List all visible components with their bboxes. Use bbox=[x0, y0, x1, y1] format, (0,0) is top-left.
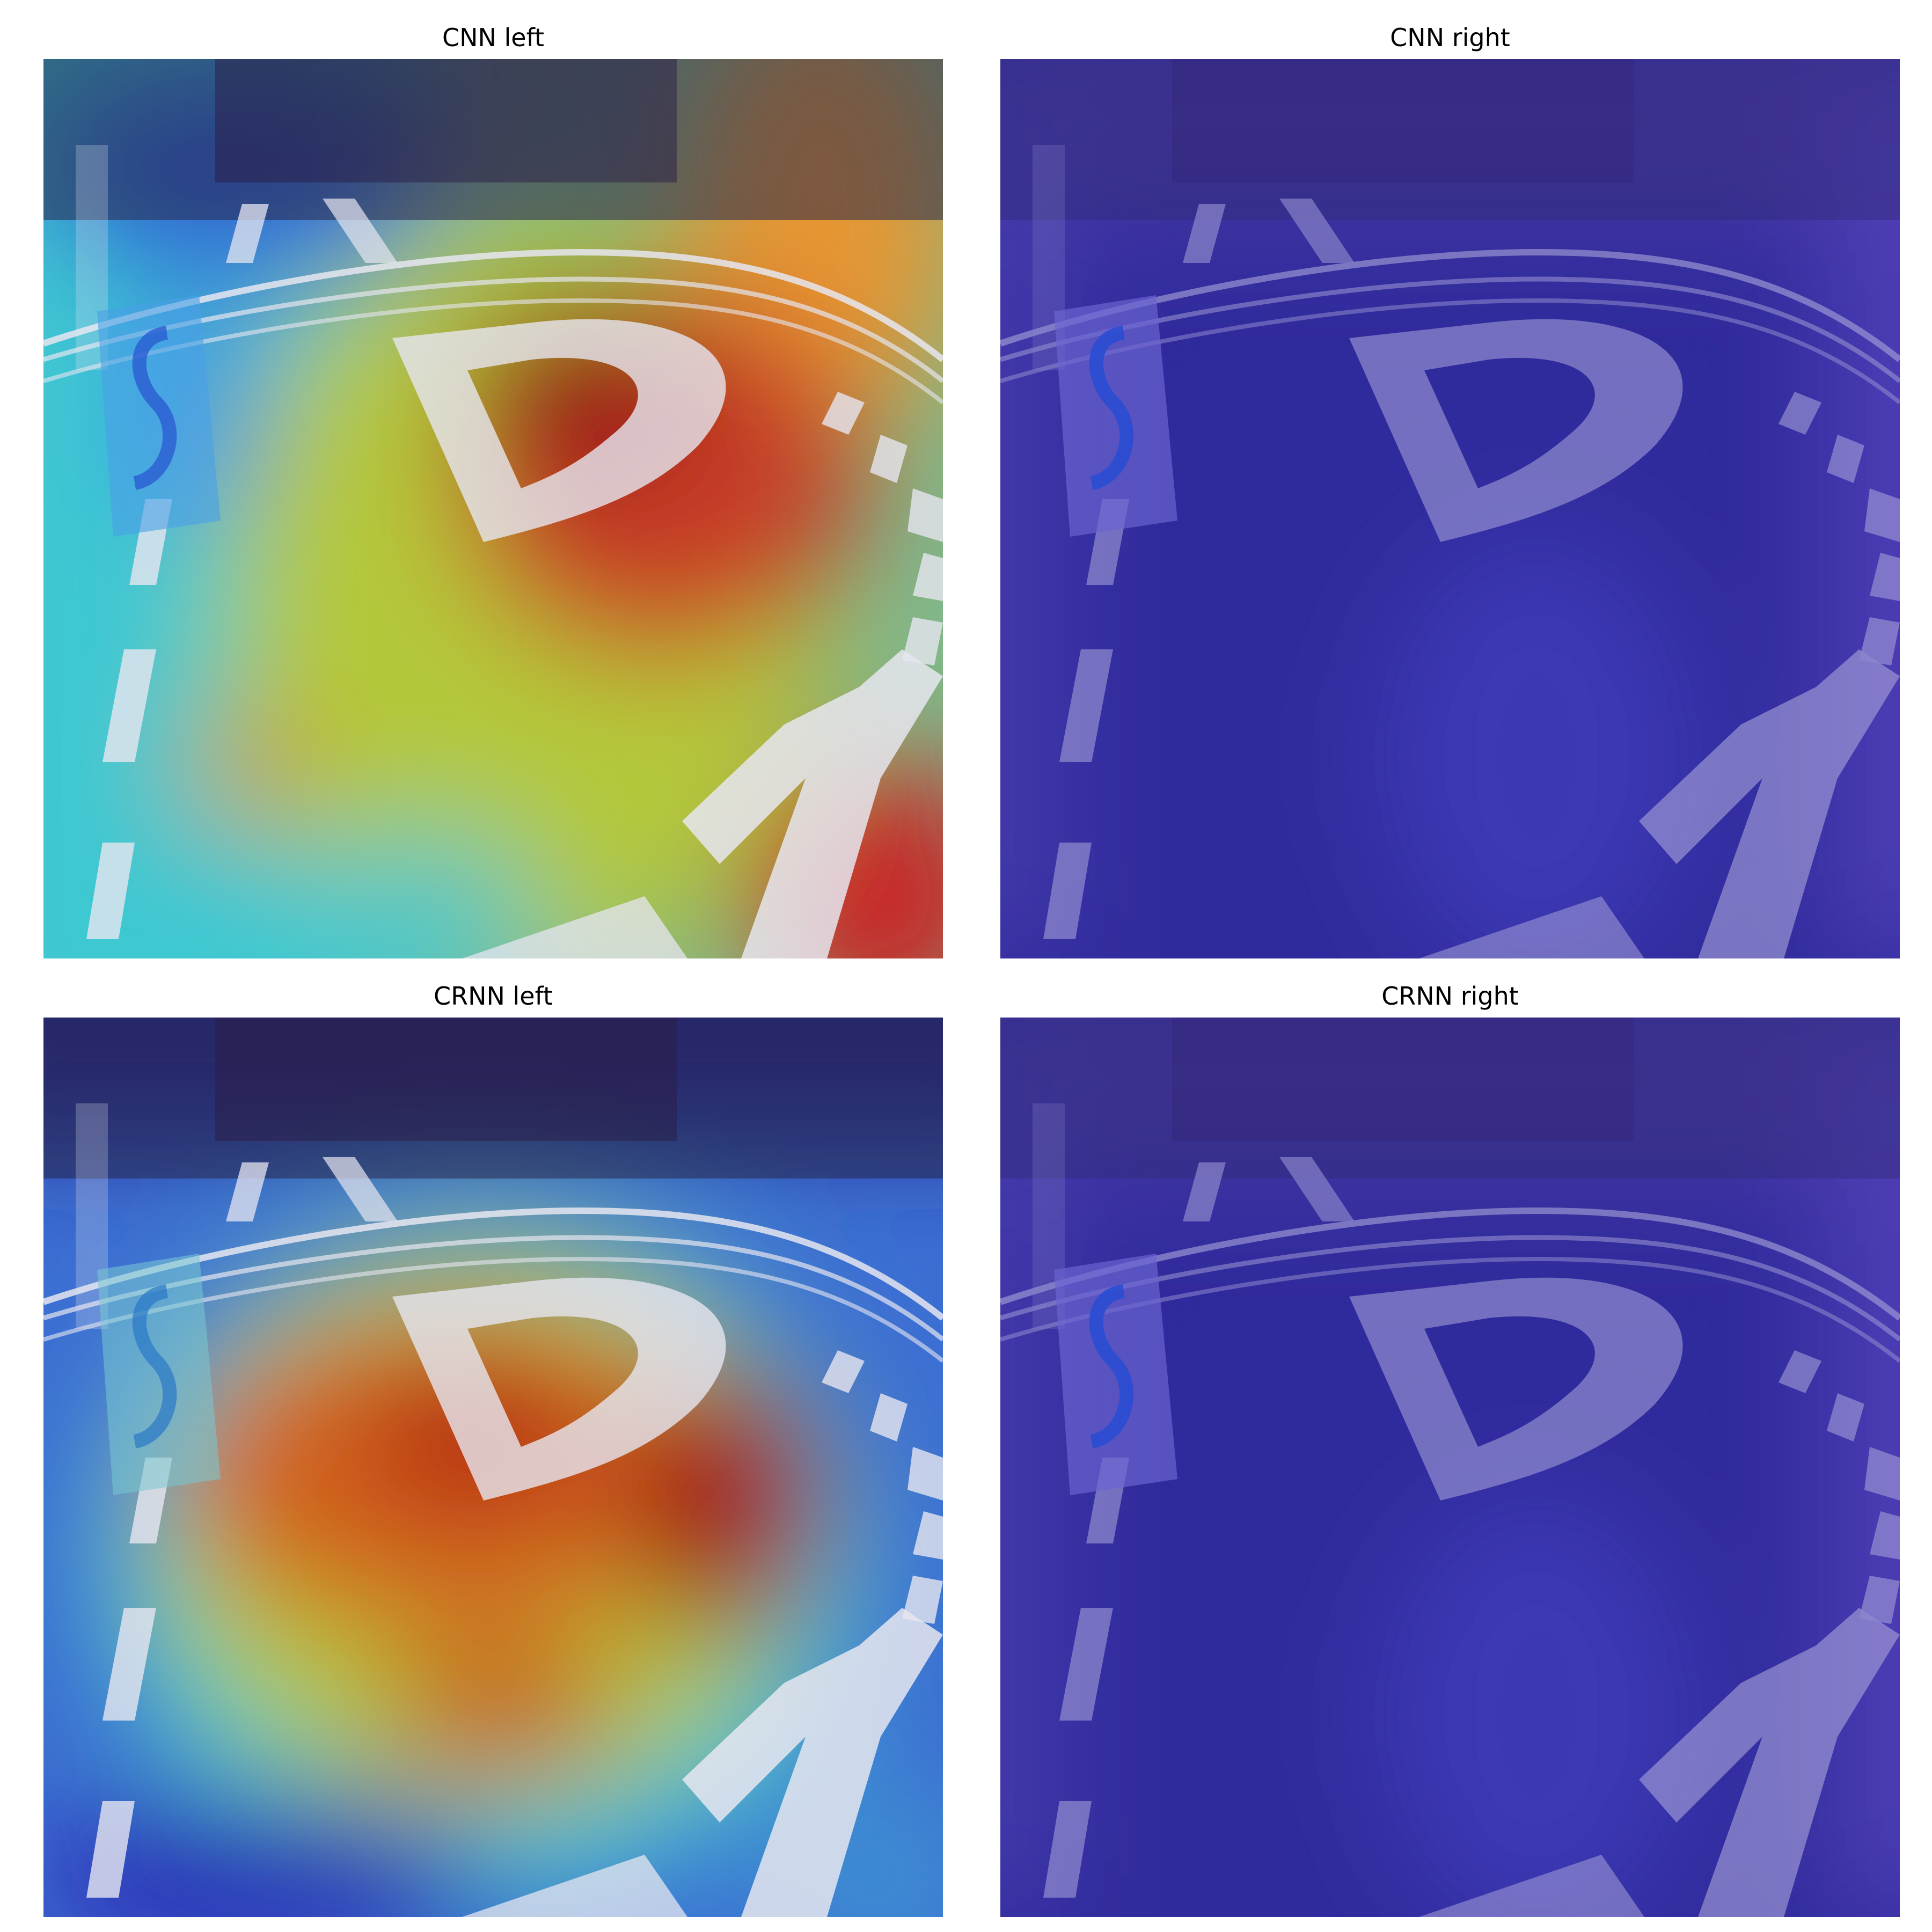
panel-title-cnn-right: CNN right bbox=[1390, 23, 1510, 52]
parking-sign-icon bbox=[1054, 295, 1177, 537]
parking-sign-icon bbox=[97, 295, 221, 537]
heatmap-image-cnn-left bbox=[43, 59, 943, 958]
heatmap-image-crnn-right bbox=[1000, 1018, 1900, 1917]
parking-sign-icon bbox=[97, 1254, 221, 1495]
heatmap-image-cnn-right bbox=[1000, 59, 1900, 958]
panel-title-crnn-right: CRNN right bbox=[1381, 982, 1519, 1011]
panel-title-cnn-left: CNN left bbox=[442, 23, 545, 52]
panel-title-crnn-left: CRNN left bbox=[433, 982, 553, 1011]
parking-sign-icon bbox=[1054, 1254, 1177, 1495]
heatmap-image-crnn-left bbox=[43, 1018, 943, 1917]
